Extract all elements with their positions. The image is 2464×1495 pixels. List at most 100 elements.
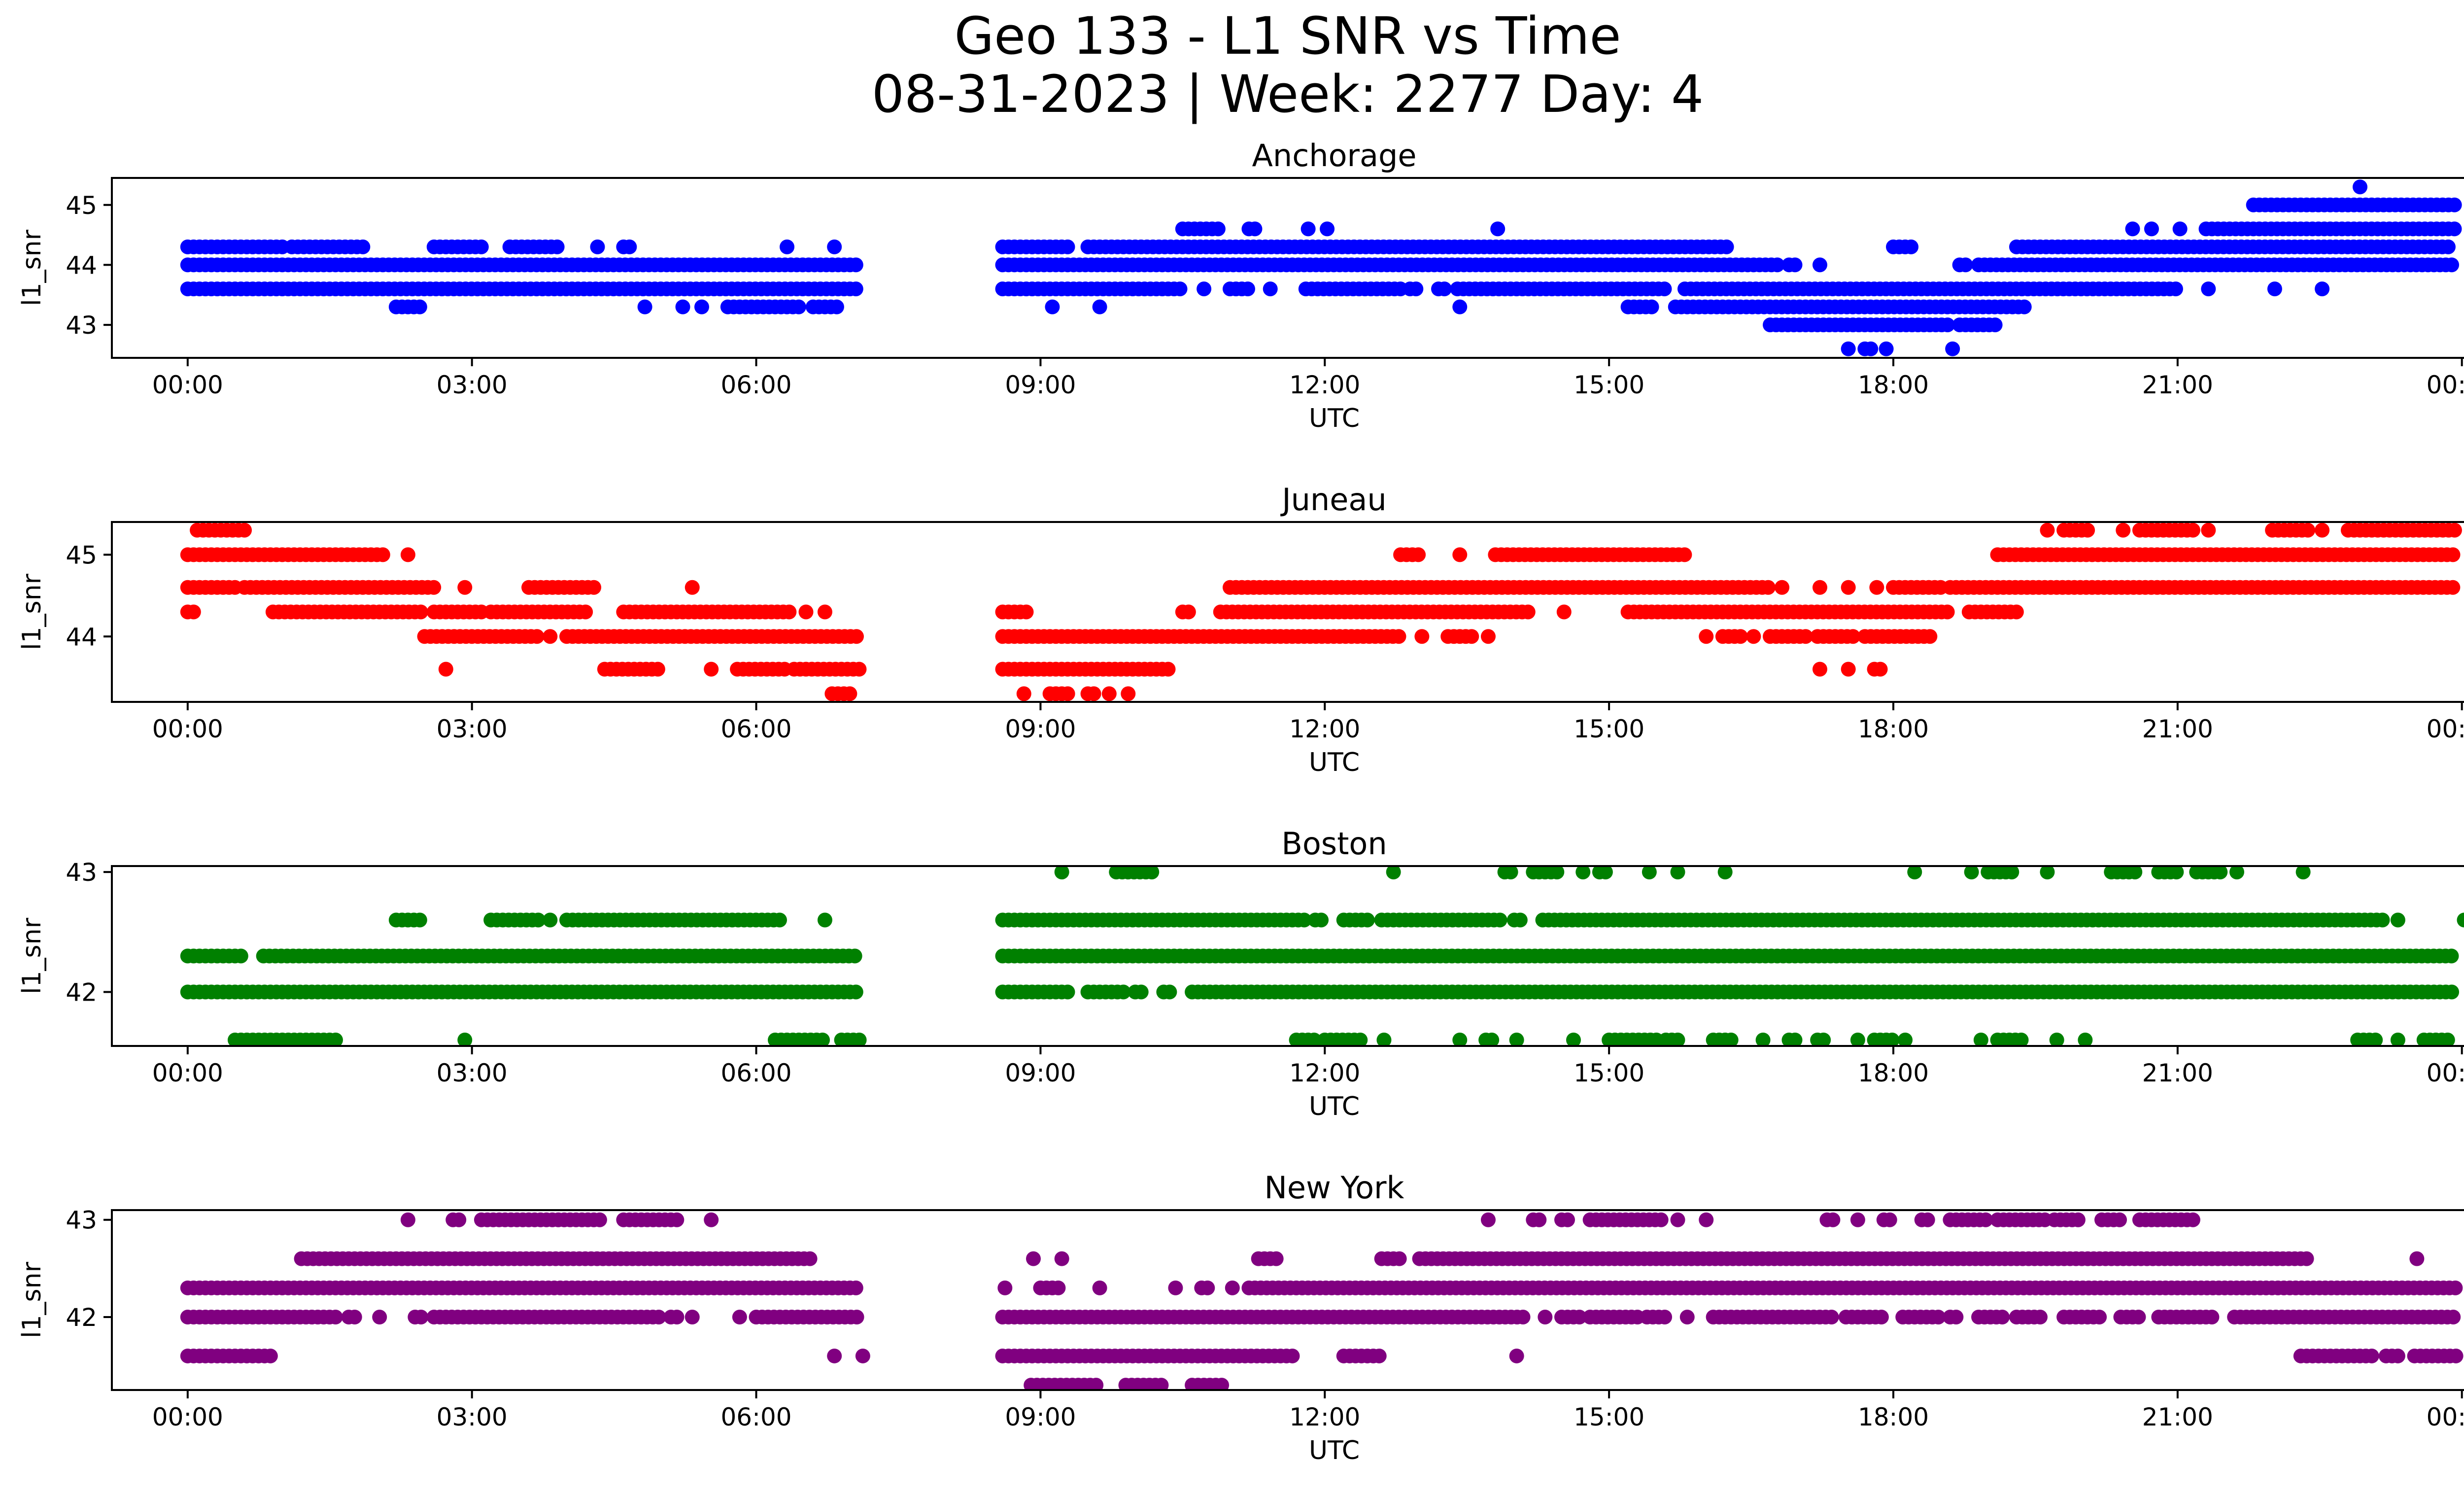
panel-new-york-point: [848, 1280, 863, 1295]
panel-juneau-point: [2445, 580, 2461, 595]
panel-new-york-point: [1850, 1212, 1865, 1227]
panel-anchorage-point: [1320, 221, 1335, 237]
panel-anchorage-point: [1657, 281, 1672, 297]
panel-new-york-point: [1824, 1310, 1839, 1325]
panel-juneau-point: [186, 604, 201, 620]
panel-anchorage-x-tick-label: 21:00: [2142, 371, 2213, 399]
panel-new-york-point: [451, 1212, 467, 1227]
panel-boston-title: Boston: [1281, 826, 1387, 862]
panel-juneau-x-tick-label: 06:00: [721, 715, 792, 743]
panel-new-york-x-tick-label: 06:00: [721, 1403, 792, 1431]
panel-juneau-point: [2009, 604, 2024, 620]
panel-anchorage-point: [1300, 221, 1316, 237]
panel-juneau-point: [2445, 547, 2461, 562]
panel-new-york-point: [827, 1348, 842, 1363]
panel-juneau-point: [1841, 661, 1856, 677]
panel-boston-point: [1566, 1032, 1581, 1046]
panel-new-york-x-axis-label: UTC: [1309, 1436, 1360, 1465]
panel-new-york-point: [400, 1212, 415, 1227]
panel-boston-x-tick-label: 21:00: [2142, 1059, 2213, 1087]
panel-boston-point: [1314, 912, 1329, 928]
panel-boston-point: [1144, 866, 1160, 880]
panel-anchorage-point: [2315, 281, 2330, 297]
panel-juneau-point: [2300, 522, 2316, 538]
panel-new-york-point: [2409, 1251, 2425, 1266]
panel-new-york-point: [2448, 1348, 2464, 1363]
panel-boston-point: [1509, 1032, 1524, 1046]
panel-new-york-point: [2448, 1280, 2463, 1295]
panel-new-york-point: [1538, 1310, 1553, 1325]
panel-juneau-point: [413, 604, 428, 620]
panel-new-york-point: [1089, 1378, 1104, 1390]
panel-new-york-point: [1949, 1310, 1964, 1325]
panel-juneau-point: [684, 580, 700, 595]
panel-anchorage-x-tick-label: 12:00: [1289, 371, 1360, 399]
panel-anchorage-point: [694, 299, 709, 314]
panel-anchorage-point: [1240, 281, 1255, 297]
panel-anchorage-point: [2353, 179, 2368, 195]
panel-boston-point: [328, 1032, 343, 1046]
panel-juneau-point: [2447, 522, 2462, 538]
panel-juneau-point: [1019, 604, 1034, 620]
panel-new-york-x-tick-label: 21:00: [2142, 1403, 2213, 1431]
panel-new-york-point: [1054, 1251, 1069, 1266]
panel-anchorage-x-tick-label: 18:00: [1858, 371, 1929, 399]
panel-juneau-point: [438, 661, 453, 677]
panel-anchorage-y-tick-label: 43: [66, 311, 97, 340]
panel-anchorage-point: [590, 239, 605, 254]
panel-anchorage-point: [1812, 257, 1827, 273]
panel-boston-point: [1907, 866, 1922, 880]
panel-juneau-point: [842, 686, 857, 701]
panel-anchorage-point: [2447, 221, 2462, 237]
panel-boston-point: [1116, 984, 1131, 1000]
panel-boston-x-tick-label: 06:00: [721, 1059, 792, 1087]
panel-anchorage-x-tick-label: 00:00: [152, 371, 223, 399]
panel-anchorage-point: [1247, 221, 1263, 237]
panel-anchorage-point: [1210, 221, 1226, 237]
panel-new-york-point: [651, 1310, 666, 1325]
panel-new-york-x-tick-label: 03:00: [437, 1403, 508, 1431]
panel-boston-point: [1297, 912, 1312, 928]
panel-anchorage-point: [1172, 281, 1188, 297]
panel-juneau-point: [1556, 604, 1572, 620]
panel-boston-point: [2229, 866, 2245, 880]
panel-boston-point: [2368, 1032, 2383, 1046]
panel-juneau-x-tick-label: 09:00: [1005, 715, 1076, 743]
panel-new-york-x-tick-label: 12:00: [1289, 1403, 1360, 1431]
panel-juneau-point: [457, 580, 473, 595]
panel-anchorage-point: [829, 299, 844, 314]
panel-boston: Boston 00:00 03:00 06:00 09:00 12:00 15:00 18:0…: [17, 826, 2464, 1121]
panel-new-york-point: [413, 1310, 429, 1325]
panel-boston-point: [817, 912, 832, 928]
panel-anchorage-point: [780, 239, 795, 254]
panel-juneau-x-tick-label: 21:00: [2142, 715, 2213, 743]
panel-boston-point: [1306, 1032, 1322, 1046]
panel-anchorage-point: [1408, 281, 1424, 297]
panel-juneau-point: [1746, 629, 1761, 644]
panel-new-york-point: [1051, 1280, 1066, 1295]
panel-new-york-point: [2131, 1310, 2146, 1325]
panel-anchorage-y-tick-label: 44: [66, 251, 97, 279]
panel-juneau-point: [426, 580, 442, 595]
panel-anchorage-point: [1787, 257, 1803, 273]
panel-new-york-point: [1699, 1212, 1714, 1227]
panel-boston-point: [2040, 866, 2055, 880]
panel-new-york-point: [2185, 1212, 2200, 1227]
panel-boston-x-tick-label: 15:00: [1574, 1059, 1644, 1087]
panel-new-york-point: [802, 1251, 818, 1266]
panel-new-york-point: [704, 1212, 719, 1227]
panel-boston-point: [852, 1032, 867, 1046]
panel-boston-point: [1133, 984, 1149, 1000]
panel-new-york-point: [1168, 1280, 1183, 1295]
panel-boston-point: [1884, 1032, 1900, 1046]
panel-boston-point: [1642, 866, 1657, 880]
panel-new-york-point: [684, 1310, 700, 1325]
panel-juneau-point: [1699, 629, 1714, 644]
panel-boston-point: [1386, 866, 1401, 880]
panel-boston-x-axis-label: UTC: [1309, 1092, 1360, 1121]
panel-anchorage-point: [2201, 281, 2216, 297]
panel-anchorage-point: [412, 299, 427, 314]
panel-juneau-point: [1798, 629, 1814, 644]
panel-juneau-point: [1841, 580, 1856, 595]
